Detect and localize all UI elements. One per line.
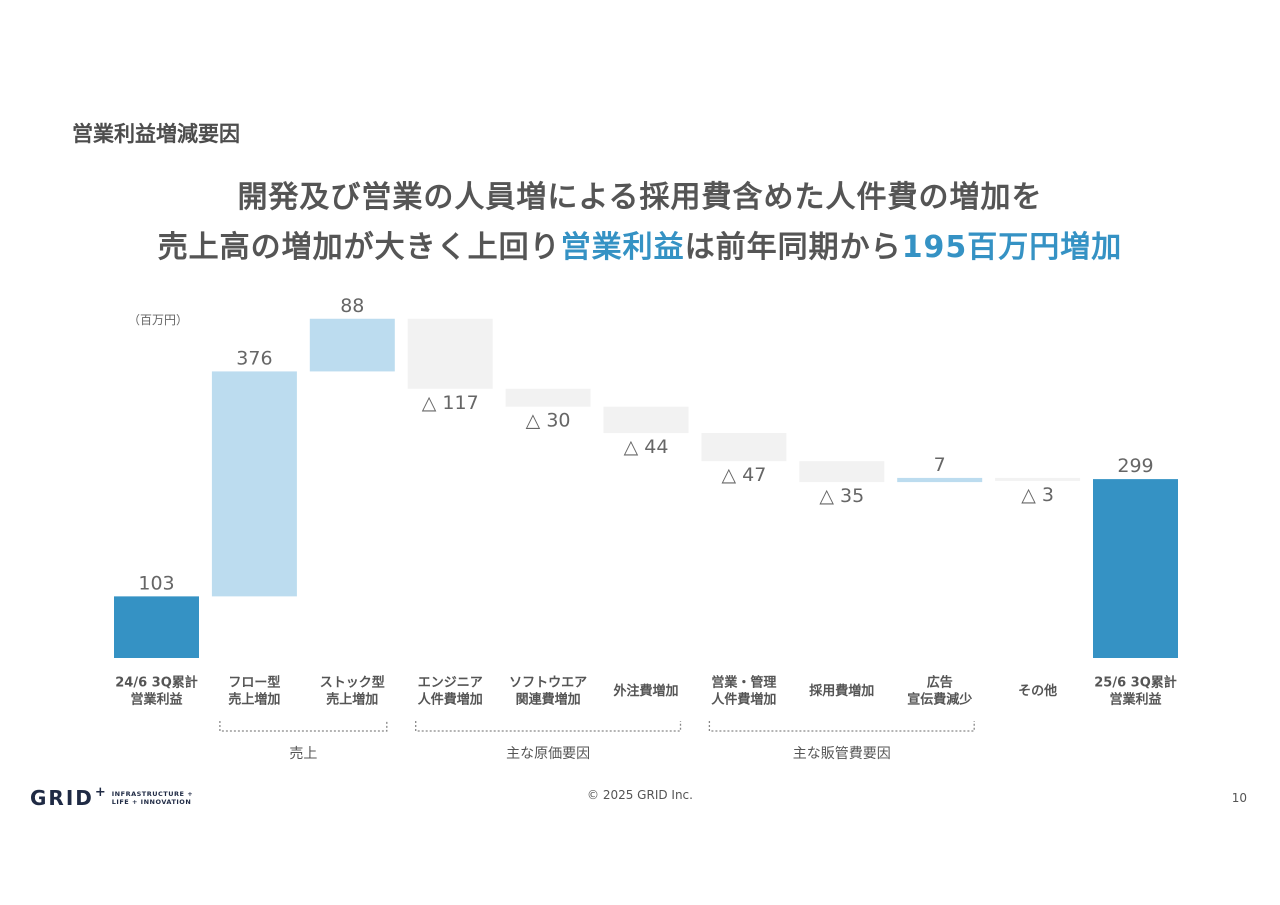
headline-line-1: 開発及び営業の人員増による採用費含めた人件費の増加を [237,180,1043,215]
logo-tagline: INFRASTRUCTURE + LIFE + INNOVATION [112,790,193,806]
category-label-1-1: 24/6 3Q累計 [115,675,198,691]
headline-part-a: 売上高の増加が大きく上回り [157,230,561,265]
category-label-8-1: 採用費増加 [809,683,874,699]
category-label-5-1: ソフトウエア [509,676,587,691]
data-label-6: △ 44 [624,436,669,458]
headline-part-c: は前年同期から [684,230,902,265]
group-label-1: 売上 [289,746,317,762]
data-label-10: △ 3 [1021,484,1054,506]
data-label-4: △ 117 [422,392,479,414]
data-label-8: △ 35 [819,485,864,507]
category-label-2-2: 売上増加 [228,692,280,708]
data-label-9: 7 [934,454,946,476]
bar-4 [407,318,493,389]
category-label-4-2: 人件費増加 [418,692,483,708]
logo-wordmark: GRID [30,786,94,810]
category-label-7-1: 営業・管理 [711,675,776,691]
data-label-2: 376 [236,347,272,369]
category-label-7-2: 人件費増加 [711,692,776,708]
logo-tagline-2: LIFE + INNOVATION [111,798,192,806]
data-label-1: 103 [138,572,174,594]
bar-7 [701,433,787,462]
company-logo: GRID + INFRASTRUCTURE + LIFE + INNOVATIO… [30,784,193,811]
headline-accent-increase: 195百万円増加 [901,230,1123,265]
category-label-6-1: 外注費増加 [612,683,678,699]
category-label-11-2: 営業利益 [1109,692,1161,708]
category-label-4-1: エンジニア [418,676,483,691]
bar-11 [1093,479,1178,658]
category-label-1-2: 営業利益 [130,692,182,708]
data-label-3: 88 [340,295,364,317]
group-label-2: 主な原価要因 [506,746,590,762]
bar-5 [505,388,591,407]
headline-line-2: 売上高の増加が大きく上回り営業利益は前年同期から195百万円増加 [0,222,1280,266]
data-label-5: △ 30 [526,410,571,432]
logo-tagline-1: INFRASTRUCTURE + [111,790,194,798]
copyright: © 2025 GRID Inc. [587,788,693,802]
category-label-2-1: フロー型 [228,675,280,691]
category-label-5-2: 関連費増加 [516,692,581,708]
data-label-11: 299 [1117,455,1153,477]
bar-9 [897,477,983,483]
group-bracket-1 [219,721,388,732]
bar-3 [309,318,395,372]
category-label-10-1: その他 [1018,683,1057,699]
headline-accent-operating-profit: 営業利益 [560,230,685,265]
bar-10 [995,477,1081,481]
section-title: 営業利益増減要因 [72,122,240,146]
data-label-7: △ 47 [721,464,766,486]
bar-2 [211,371,297,597]
category-label-3-2: 売上増加 [326,692,378,708]
logo-plus: + [94,784,106,800]
bar-6 [603,406,689,434]
category-label-9-2: 宣伝費減少 [907,692,972,708]
unit-label: （百万円） [128,313,189,327]
page-number: 10 [1231,791,1247,805]
category-label-11-1: 25/6 3Q累計 [1094,675,1177,691]
category-label-3-1: ストック型 [320,675,385,691]
group-bracket-2 [415,721,682,732]
bar-1 [114,596,199,658]
bar-8 [799,461,885,483]
group-bracket-3 [708,721,975,732]
group-label-3: 主な販管費要因 [793,746,891,762]
category-label-9-1: 広告 [927,675,953,691]
